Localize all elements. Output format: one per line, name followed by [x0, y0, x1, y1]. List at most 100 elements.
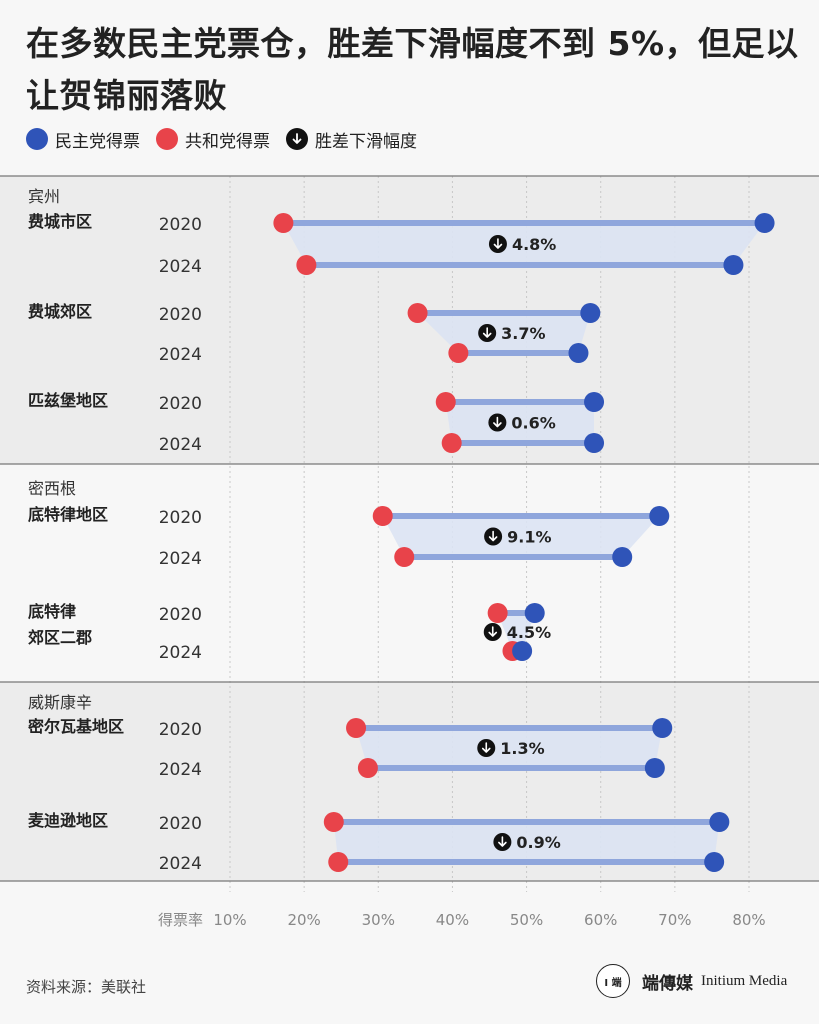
brand-name-zh: 端傳媒 [642, 973, 693, 994]
rep-point-2024 [441, 433, 462, 453]
source-note: 资料来源：美联社 [26, 978, 147, 996]
year-label-2024: 2024 [159, 854, 202, 874]
year-label-2020: 2020 [159, 394, 202, 414]
year-label-2024: 2024 [159, 435, 202, 455]
dem-point-2020 [754, 213, 775, 233]
state-label: 宾州 [28, 187, 60, 206]
rep-dot-icon [156, 128, 178, 150]
dem-point-2020 [709, 812, 730, 832]
margin-band [382, 516, 660, 557]
region-label: 底特律地区 [28, 505, 108, 524]
dem-point-2024 [568, 343, 589, 363]
rep-point-2020 [346, 718, 367, 738]
dem-point-2024 [612, 547, 633, 567]
rep-point-2024 [328, 852, 349, 872]
legend-item-decline: 胜差下滑幅度 [286, 127, 417, 152]
region-label: 麦迪逊地区 [28, 811, 108, 830]
rep-point-2020 [323, 812, 344, 832]
decline-label: 9.1% [507, 528, 551, 547]
decline-label: 0.6% [511, 414, 555, 433]
rep-point-2020 [372, 506, 393, 526]
legend-item-dem: 民主党得票 [26, 127, 140, 152]
decline-label: 3.7% [501, 324, 545, 343]
group-background-2 [0, 464, 819, 682]
rep-point-2020 [487, 603, 508, 623]
x-tick-label: 20% [287, 911, 320, 929]
arrow-down-glyph [488, 530, 498, 542]
year-label-2024: 2024 [159, 345, 202, 365]
dem-point-2020 [524, 603, 545, 623]
x-tick-label: 50% [510, 911, 543, 929]
brand-name-en: Initium Media [701, 972, 788, 989]
margin-band [445, 402, 595, 443]
year-label-2024: 2024 [159, 549, 202, 569]
year-label-2020: 2020 [159, 720, 202, 740]
rep-point-2020 [407, 303, 428, 323]
dem-point-2024 [512, 641, 533, 661]
year-label-2020: 2020 [159, 305, 202, 325]
state-label: 密西根 [28, 479, 76, 498]
dem-dot-icon [26, 128, 48, 150]
region-label: 底特律 [28, 602, 76, 621]
x-tick-label: 40% [436, 911, 469, 929]
region-label: 费城郊区 [28, 302, 92, 321]
dem-point-2020 [584, 392, 605, 412]
rep-point-2024 [448, 343, 469, 363]
legend-label-rep: 共和党得票 [185, 131, 270, 152]
dem-point-2024 [644, 758, 665, 778]
rep-point-2020 [435, 392, 456, 412]
dem-point-2024 [584, 433, 605, 453]
arrow-down-glyph [488, 626, 498, 637]
decline-label: 4.5% [507, 623, 551, 642]
x-axis-label: 得票率 [158, 911, 203, 929]
state-label: 威斯康辛 [28, 693, 92, 712]
legend: 民主党得票 共和党得票 胜差下滑幅度 [26, 124, 433, 154]
x-tick-label: 70% [658, 911, 691, 929]
arrow-down-glyph [493, 238, 503, 249]
dem-point-2020 [649, 506, 670, 526]
arrow-down-glyph [498, 836, 507, 847]
year-label-2024: 2024 [159, 643, 202, 663]
year-label-2024: 2024 [159, 257, 202, 277]
brand: I 端 端傳媒 Initium Media [596, 964, 787, 998]
dem-point-2020 [652, 718, 673, 738]
group-background-1 [0, 176, 819, 464]
year-label-2020: 2020 [159, 814, 202, 834]
decline-label: 4.8% [512, 235, 556, 254]
x-tick-label: 60% [584, 911, 617, 929]
rep-point-2020 [273, 213, 294, 233]
decline-label: 1.3% [500, 739, 544, 758]
year-label-2024: 2024 [159, 760, 202, 780]
margin-band [333, 822, 720, 862]
region-label: 密尔瓦基地区 [27, 717, 124, 736]
margin-band [417, 313, 591, 353]
legend-label-dem: 民主党得票 [55, 131, 140, 152]
dem-point-2024 [704, 852, 725, 872]
legend-item-rep: 共和党得票 [156, 127, 270, 152]
chart-title: 在多数民主党票仓，胜差下滑幅度不到 5%，但足以让贺锦丽落败 [26, 24, 799, 115]
x-tick-label: 10% [213, 911, 246, 929]
year-label-2020: 2020 [159, 215, 202, 235]
margin-band [497, 613, 535, 651]
arrow-down-icon [286, 128, 308, 150]
rep-point-2024 [394, 547, 415, 567]
margin-band [356, 728, 663, 768]
margin-band [283, 223, 765, 265]
legend-label-decline: 胜差下滑幅度 [315, 131, 417, 152]
region-label: 郊区二郡 [28, 628, 92, 647]
year-label-2020: 2020 [159, 605, 202, 625]
rep-point-2024 [357, 758, 378, 778]
rep-point-2024 [296, 255, 317, 275]
dem-point-2024 [723, 255, 744, 275]
region-label: 匹兹堡地区 [28, 391, 108, 410]
x-tick-label: 30% [362, 911, 395, 929]
year-label-2020: 2020 [159, 508, 202, 528]
x-tick-label: 80% [732, 911, 765, 929]
brand-logo-icon: I 端 [596, 964, 630, 998]
arrow-down-glyph [493, 416, 502, 428]
arrow-down-glyph [482, 327, 492, 338]
arrow-down-glyph [481, 742, 491, 753]
decline-label: 0.9% [516, 833, 560, 852]
region-label: 费城市区 [28, 212, 92, 231]
